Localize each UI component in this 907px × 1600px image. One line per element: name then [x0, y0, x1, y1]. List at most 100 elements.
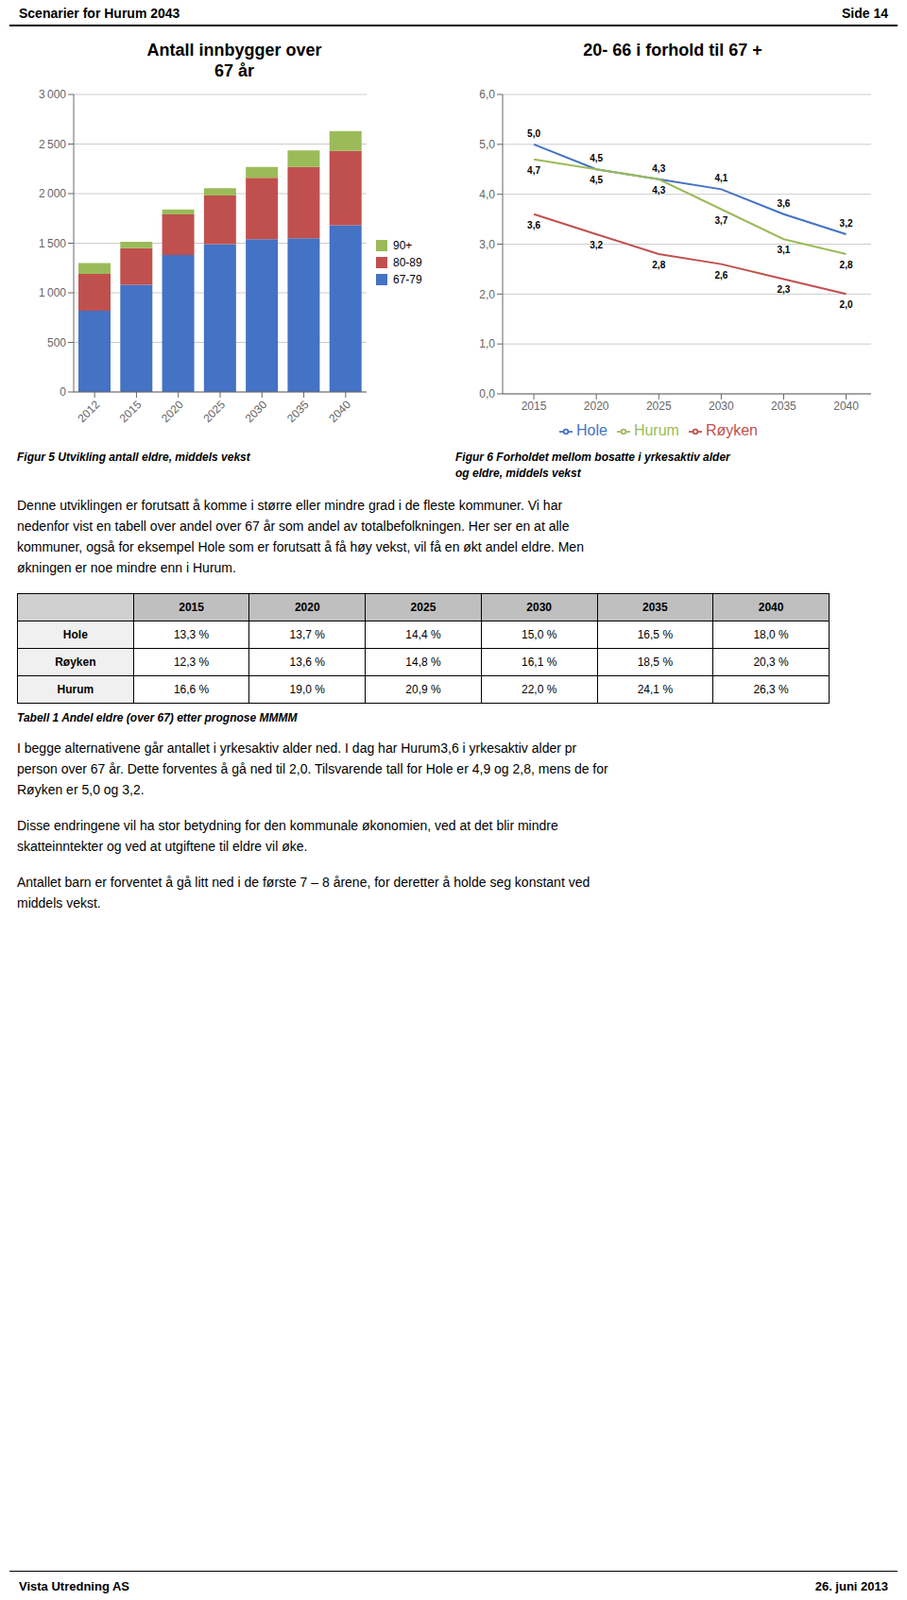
svg-text:2020: 2020 — [583, 399, 610, 413]
svg-text:4,5: 4,5 — [589, 153, 603, 164]
html-text:I begge alternativene går anta: I begge alternativene går antallet i yrk… — [17, 740, 577, 756]
svg-text:0,0: 0,0 — [479, 387, 496, 401]
svg-text:2030: 2030 — [242, 397, 271, 426]
svg-text:3,7: 3,7 — [714, 215, 728, 226]
html-text:67-79: 67-79 — [393, 273, 423, 287]
html-text:13,6 %: 13,6 % — [289, 655, 325, 669]
html-text:Antall innbygger over: Antall innbygger over — [146, 40, 322, 60]
html-text:2035: 2035 — [642, 600, 668, 615]
html-text:24,1 %: 24,1 % — [637, 683, 673, 697]
html-text:Denne utviklingen er forutsatt: Denne utviklingen er forutsatt å komme i… — [17, 497, 563, 514]
svg-text:2,3: 2,3 — [777, 284, 791, 295]
svg-text:2,8: 2,8 — [839, 259, 854, 271]
html-text:Scenarier for Hurum 2043: Scenarier for Hurum 2043 — [18, 5, 180, 21]
html-text:67 år: 67 år — [214, 61, 255, 81]
html-text:22,0 %: 22,0 % — [521, 683, 557, 697]
svg-text:6,0: 6,0 — [479, 87, 496, 102]
html-text:person over 67 år. Dette forve: person over 67 år. Dette forventes å gå … — [17, 761, 609, 777]
svg-text:2035: 2035 — [284, 397, 312, 426]
svg-text:3,2: 3,2 — [589, 239, 603, 251]
svg-text:2,0: 2,0 — [479, 288, 496, 302]
html-text:Hole: Hole — [63, 628, 88, 642]
html-text:og eldre, middels vekst: og eldre, middels vekst — [455, 466, 581, 480]
html-text:13,7 %: 13,7 % — [289, 628, 325, 642]
html-text:nedenfor vist en tabell over a: nedenfor vist en tabell over andel over … — [17, 518, 570, 534]
svg-text:5,0: 5,0 — [479, 137, 496, 152]
svg-text:2 500: 2 500 — [38, 137, 67, 152]
html-text:16,5 %: 16,5 % — [637, 628, 673, 642]
html-text:Disse endringene vil ha stor b: Disse endringene vil ha stor betydning f… — [17, 818, 559, 834]
html-text:2025: 2025 — [410, 600, 436, 615]
svg-text:4,5: 4,5 — [589, 174, 603, 186]
html-text:Hurum: Hurum — [57, 683, 94, 697]
html-text:Figur 5 Utvikling antall eldre: Figur 5 Utvikling antall eldre, middels … — [17, 450, 251, 464]
html-text:26,3 %: 26,3 % — [753, 683, 789, 697]
html-text:15,0 %: 15,0 % — [521, 628, 557, 642]
svg-text:2030: 2030 — [708, 399, 735, 413]
html-text:Tabell 1 Andel eldre (over 67): Tabell 1 Andel eldre (over 67) etter pro… — [17, 711, 298, 725]
svg-text:2035: 2035 — [770, 399, 797, 413]
html-text:Røyken: Røyken — [705, 422, 758, 439]
html-text:16,6 %: 16,6 % — [173, 683, 209, 697]
svg-text:2040: 2040 — [833, 399, 859, 413]
svg-text:2040: 2040 — [325, 397, 354, 426]
html-text:16,1 %: 16,1 % — [521, 655, 557, 669]
html-text:12,3 %: 12,3 % — [173, 655, 209, 669]
html-text:80-89: 80-89 — [393, 256, 423, 270]
svg-text:500: 500 — [47, 336, 67, 350]
svg-text:1,0: 1,0 — [479, 337, 496, 351]
html-text:Røyken er 5,0 og 3,2.: Røyken er 5,0 og 3,2. — [17, 782, 145, 798]
html-text:18,5 %: 18,5 % — [637, 655, 673, 669]
svg-text:3 000: 3 000 — [38, 87, 67, 102]
html-text:Vista Utredning AS: Vista Utredning AS — [18, 1579, 130, 1594]
svg-text:1 000: 1 000 — [38, 286, 67, 300]
svg-text:2025: 2025 — [646, 399, 672, 413]
html-text:2020: 2020 — [294, 600, 320, 615]
svg-text:3,6: 3,6 — [527, 220, 541, 231]
svg-text:3,0: 3,0 — [479, 238, 496, 252]
svg-text:3,2: 3,2 — [839, 218, 854, 229]
html-text:Hole: Hole — [576, 422, 608, 439]
html-text:Røyken: Røyken — [54, 655, 96, 669]
svg-text:2015: 2015 — [521, 399, 548, 413]
svg-text:0: 0 — [59, 385, 67, 399]
html-text:20- 66 i forhold til 67 +: 20- 66 i forhold til 67 + — [583, 40, 763, 60]
html-text:13,3 %: 13,3 % — [173, 628, 209, 642]
html-text:90+: 90+ — [393, 239, 413, 253]
svg-text:4,1: 4,1 — [714, 172, 728, 184]
svg-text:4,0: 4,0 — [479, 188, 496, 202]
html-text:Side 14: Side 14 — [841, 5, 889, 21]
html-text:kommuner, også for eksempel Ho: kommuner, også for eksempel Hole som er … — [17, 539, 584, 555]
html-text:20,3 %: 20,3 % — [753, 655, 789, 669]
svg-text:4,7: 4,7 — [527, 165, 541, 176]
svg-text:4,3: 4,3 — [651, 185, 666, 196]
svg-text:2015: 2015 — [117, 397, 145, 426]
svg-text:2,0: 2,0 — [839, 299, 854, 310]
svg-text:4,3: 4,3 — [651, 163, 666, 174]
html-text:26. juni 2013: 26. juni 2013 — [815, 1579, 889, 1594]
html-text:Figur 6 Forholdet mellom bosat: Figur 6 Forholdet mellom bosatte i yrkes… — [455, 450, 731, 464]
svg-text:2 000: 2 000 — [38, 187, 67, 201]
svg-text:5,0: 5,0 — [527, 128, 541, 139]
svg-text:2012: 2012 — [75, 397, 103, 426]
html-text:18,0 %: 18,0 % — [753, 628, 789, 642]
svg-text:2025: 2025 — [200, 397, 228, 426]
html-text:middels vekst.: middels vekst. — [17, 895, 101, 911]
html-text:20,9 %: 20,9 % — [405, 683, 441, 697]
svg-text:3,1: 3,1 — [777, 244, 791, 256]
svg-text:3,6: 3,6 — [777, 198, 791, 209]
html-text:økningen er noe mindre enn i H: økningen er noe mindre enn i Hurum. — [17, 560, 237, 576]
html-text:19,0 %: 19,0 % — [289, 683, 325, 697]
html-text:14,4 %: 14,4 % — [405, 628, 441, 642]
svg-text:2,6: 2,6 — [714, 270, 728, 281]
html-text:Hurum: Hurum — [633, 422, 680, 439]
html-text:2015: 2015 — [178, 600, 204, 615]
html-text:skatteinntekter og ved at utgi: skatteinntekter og ved at utgiftene til … — [17, 838, 308, 855]
html-text:2040: 2040 — [758, 600, 784, 615]
svg-text:1 500: 1 500 — [38, 237, 67, 251]
html-text:14,8 %: 14,8 % — [405, 655, 441, 669]
svg-text:2020: 2020 — [158, 397, 187, 426]
html-text:2030: 2030 — [526, 600, 552, 615]
svg-text:2,8: 2,8 — [651, 259, 666, 271]
html-text:Antallet barn er forventet å g: Antallet barn er forventet å gå litt ned… — [17, 874, 590, 890]
